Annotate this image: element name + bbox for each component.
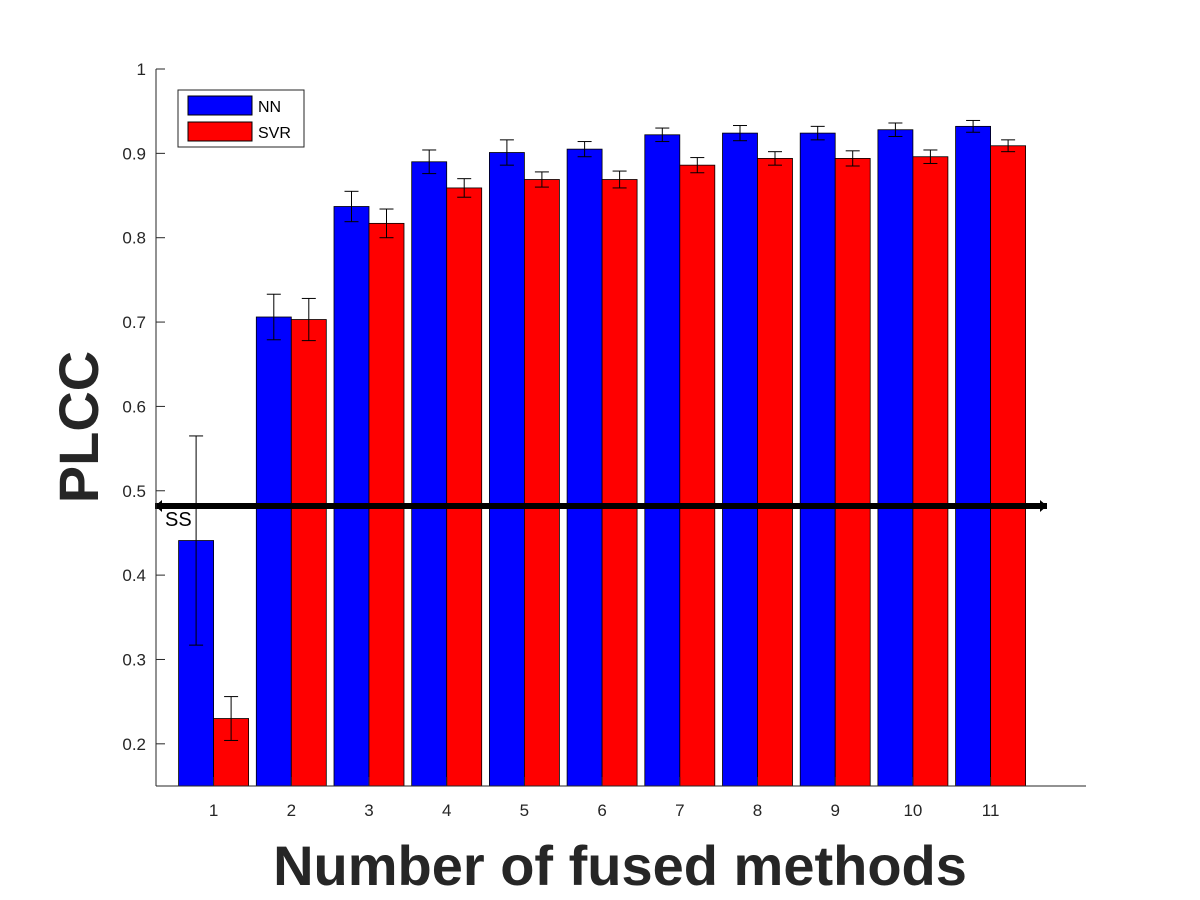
- error-bar-nn-9: [810, 125, 825, 141]
- error-bar-svr-8: [768, 151, 782, 166]
- y-tick-label: 1: [137, 60, 146, 79]
- x-tick-label: 7: [675, 801, 684, 820]
- y-tick-label: 0.4: [122, 566, 146, 585]
- bar-nn-3: [333, 206, 370, 787]
- bar-svr-5: [524, 179, 560, 787]
- bar-nn-11: [955, 125, 991, 787]
- reference-line-layer: SS: [155, 499, 1047, 531]
- reference-line-start-marker: [155, 499, 162, 512]
- error-bar-nn-1: [189, 435, 204, 646]
- y-axis-title: PLCC: [47, 351, 110, 503]
- error-bar-nn-3: [344, 190, 359, 223]
- error-bar-svr-1: [224, 696, 239, 741]
- legend-swatch-svr: [187, 121, 253, 142]
- bar-svr-7: [679, 164, 716, 787]
- x-tick-label: 11: [982, 801, 1000, 820]
- error-bar-svr-7: [690, 157, 705, 174]
- bar-svr-4: [446, 187, 483, 787]
- legend-label-svr: SVR: [258, 125, 291, 142]
- y-tick-label: 0.9: [122, 144, 146, 163]
- legend-label-nn: NN: [258, 99, 281, 116]
- bar-nn-7: [644, 134, 681, 787]
- bar-svr-10: [912, 156, 949, 787]
- error-bar-nn-4: [422, 149, 437, 175]
- axes-layer: [155, 69, 1086, 787]
- y-tick-label: 0.6: [122, 397, 146, 416]
- error-bar-nn-5: [499, 139, 514, 166]
- legend-swatch-nn: [187, 95, 253, 116]
- error-bars-layer: [189, 119, 1016, 741]
- y-tick-label: 0.7: [122, 313, 146, 332]
- error-bar-nn-11: [966, 119, 981, 133]
- error-bar-svr-2: [301, 297, 316, 342]
- error-bar-nn-7: [655, 127, 670, 143]
- error-bar-svr-5: [534, 171, 549, 188]
- x-tick-label: 1: [209, 801, 218, 820]
- bar-nn-10: [877, 129, 914, 787]
- y-tick-label: 0.8: [122, 229, 146, 248]
- bar-nn-2: [255, 316, 292, 787]
- x-axis-title: Number of fused methods: [273, 834, 967, 897]
- error-bar-svr-3: [379, 208, 394, 239]
- bar-svr-11: [990, 145, 1026, 787]
- x-tick-label: 2: [287, 801, 296, 820]
- error-bar-svr-10: [923, 149, 938, 164]
- reference-line-label: SS: [165, 509, 192, 531]
- error-bar-nn-6: [577, 141, 592, 158]
- bar-nn-4: [411, 161, 448, 787]
- x-tick-label: 8: [753, 801, 762, 820]
- error-bar-svr-6: [612, 170, 627, 189]
- error-bar-nn-8: [733, 125, 747, 142]
- x-tick-label: 3: [364, 801, 373, 820]
- bar-nn-9: [799, 132, 836, 787]
- bar-nn-5: [488, 152, 525, 787]
- error-bar-svr-9: [845, 150, 860, 167]
- y-tick-label: 0.2: [122, 735, 146, 754]
- x-tick-label: 10: [903, 801, 922, 820]
- x-tick-label: 5: [520, 801, 529, 820]
- bar-nn-6: [566, 148, 603, 787]
- x-tick-label: 4: [442, 801, 451, 820]
- ticks-layer: 0.20.30.40.50.60.70.80.911 2 3 4 5 6 7 8 9 10 11: [122, 60, 999, 820]
- y-tick-label: 0.3: [122, 650, 146, 669]
- legend: NN SVR: [177, 89, 305, 148]
- bar-svr-2: [290, 319, 327, 787]
- reference-line-end-marker: [1040, 499, 1047, 512]
- bar-nn-8: [722, 132, 758, 787]
- error-bar-nn-2: [266, 293, 281, 341]
- bar-svr-9: [834, 158, 871, 787]
- x-tick-label: 9: [830, 801, 839, 820]
- y-tick-label: 0.5: [122, 482, 146, 501]
- bars-layer: [178, 125, 1026, 787]
- x-tick-label: 6: [597, 801, 606, 820]
- error-bar-nn-10: [888, 122, 903, 137]
- error-bar-svr-4: [457, 178, 472, 198]
- bar-svr-8: [757, 158, 793, 787]
- error-bar-svr-11: [1001, 139, 1016, 153]
- bar-svr-6: [601, 179, 638, 787]
